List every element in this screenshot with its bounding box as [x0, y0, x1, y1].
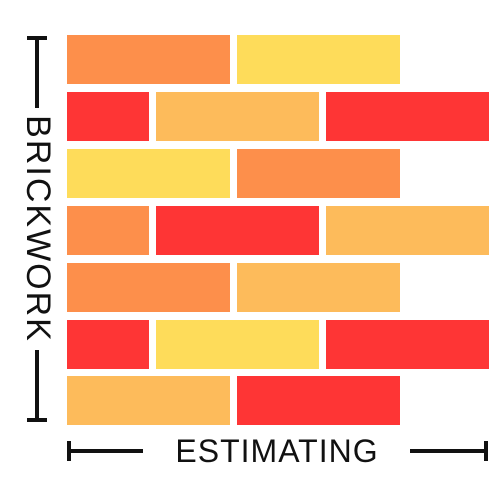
brick-yellow — [67, 149, 230, 198]
brick-orange — [237, 149, 400, 198]
brick-red — [156, 206, 319, 255]
horizontal-line-right-cap — [484, 441, 488, 461]
brick-red — [67, 320, 149, 369]
horizontal-line-left — [67, 449, 143, 453]
brick-orange — [67, 35, 230, 84]
vertical-line-lower — [35, 350, 39, 422]
brick-orange — [67, 263, 230, 312]
brick-amber — [326, 206, 489, 255]
brick-orange — [67, 206, 149, 255]
vertical-line-upper — [35, 36, 39, 108]
brick-amber — [67, 376, 230, 425]
brick-red — [237, 376, 400, 425]
brick-red — [67, 92, 149, 141]
brick-amber — [156, 92, 319, 141]
brick-yellow — [237, 35, 400, 84]
brick-amber — [237, 263, 400, 312]
brick-red — [326, 320, 489, 369]
brick-red — [326, 92, 489, 141]
estimating-label: ESTIMATING — [167, 435, 387, 467]
brickwork-label: BRICKWORK — [19, 109, 57, 349]
brick-yellow — [156, 320, 319, 369]
vertical-line-bottom-cap — [27, 418, 47, 422]
horizontal-line-right — [410, 449, 488, 453]
